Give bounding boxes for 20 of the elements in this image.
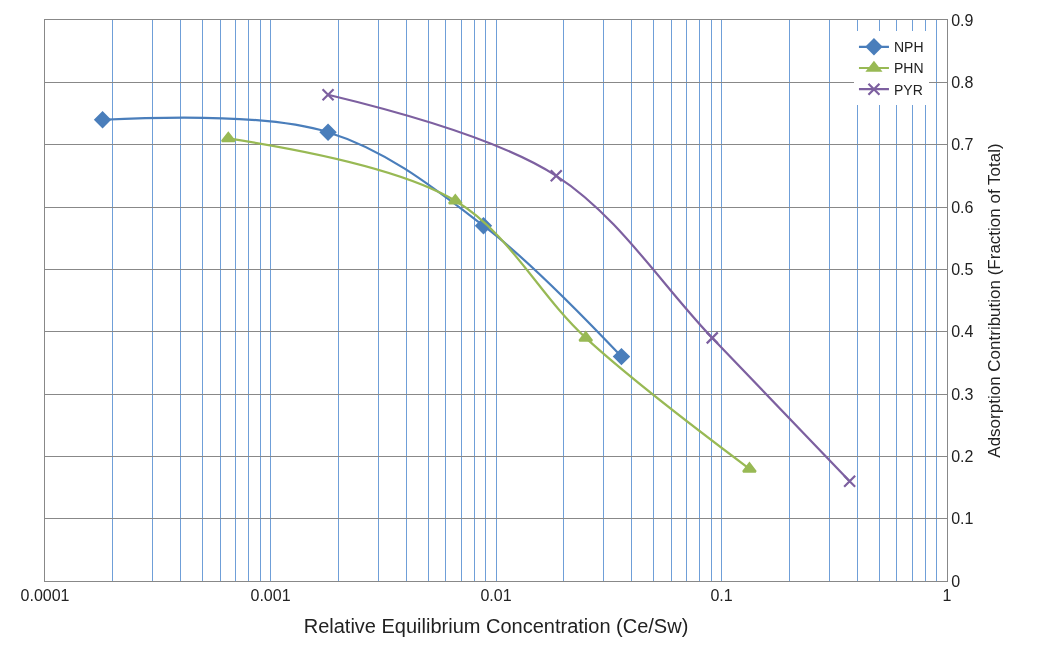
x-axis-title: Relative Equilibrium Concentration (Ce/Sw) xyxy=(303,614,689,637)
x-tick-label: 1 xyxy=(942,587,952,605)
y-tick-label: 0.6 xyxy=(951,198,974,216)
legend-label: NPH xyxy=(893,39,924,56)
x-tick-label: 0.0001 xyxy=(20,587,70,605)
x-tick-label: 0.001 xyxy=(250,587,291,605)
y-tick-label: 0.8 xyxy=(951,73,974,91)
legend-label: PHN xyxy=(893,60,924,77)
y-tick-label: 0.1 xyxy=(951,510,974,528)
legend-label: PYR xyxy=(893,81,923,98)
y-tick-label: 0.5 xyxy=(951,260,974,278)
y-tick-label: 0.7 xyxy=(951,136,974,154)
y-tick-label: 0.4 xyxy=(951,323,974,341)
y-axis-title: Adsorption Contribution (Fraction of Total) xyxy=(984,143,1004,458)
y-tick-label: 0.2 xyxy=(951,447,974,465)
y-tick-label: 0.9 xyxy=(951,11,974,29)
x-tick-label: 0.01 xyxy=(480,587,512,605)
y-tick-label: 0 xyxy=(951,572,961,590)
x-tick-label: 0.1 xyxy=(710,587,733,605)
y-tick-label: 0.3 xyxy=(951,385,974,403)
